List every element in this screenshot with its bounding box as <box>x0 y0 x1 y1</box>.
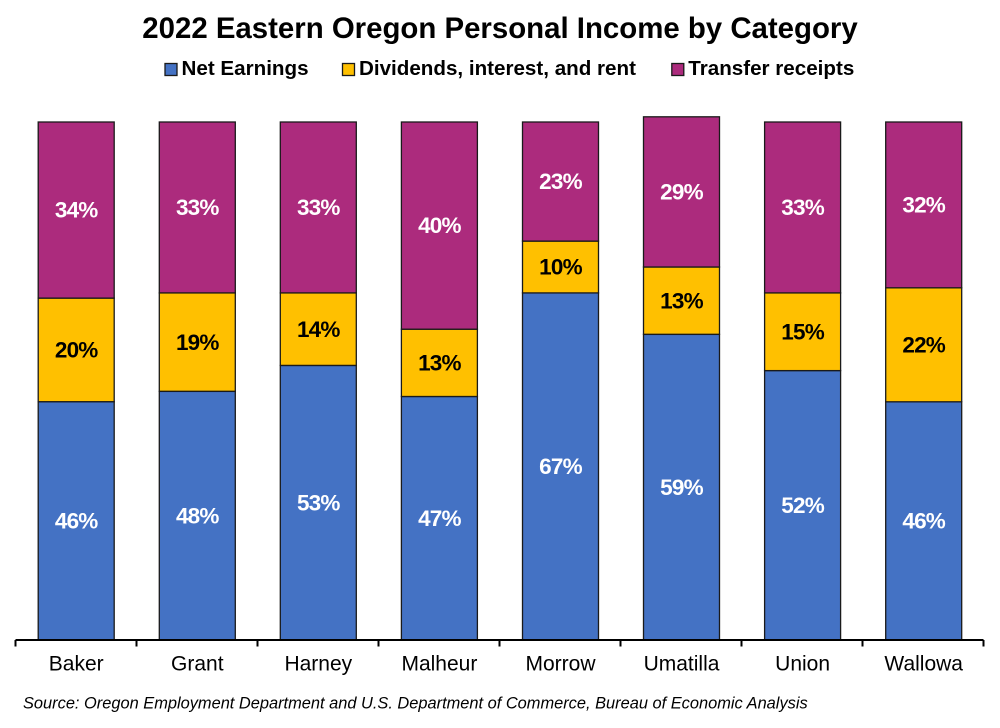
svg-text:Dividends, interest, and rent: Dividends, interest, and rent <box>359 57 636 80</box>
svg-text:29%: 29% <box>660 180 703 205</box>
svg-text:Wallowa: Wallowa <box>884 653 963 676</box>
svg-text:Net Earnings: Net Earnings <box>182 57 309 80</box>
svg-text:Union: Union <box>775 653 830 676</box>
svg-text:52%: 52% <box>781 493 824 518</box>
svg-text:40%: 40% <box>418 213 461 238</box>
svg-text:46%: 46% <box>55 509 98 534</box>
svg-text:20%: 20% <box>55 338 98 363</box>
svg-text:Transfer receipts: Transfer receipts <box>688 57 854 80</box>
svg-text:Source: Oregon Employment Depa: Source: Oregon Employment Department and… <box>23 695 808 713</box>
svg-text:33%: 33% <box>781 195 824 220</box>
svg-text:48%: 48% <box>176 503 219 528</box>
svg-text:22%: 22% <box>902 332 945 357</box>
svg-text:47%: 47% <box>418 506 461 531</box>
svg-text:Umatilla: Umatilla <box>644 653 720 676</box>
svg-text:Baker: Baker <box>49 653 104 676</box>
svg-text:2022 Eastern Oregon Personal I: 2022 Eastern Oregon Personal Income by C… <box>142 12 858 45</box>
svg-text:23%: 23% <box>539 169 582 194</box>
svg-text:Harney: Harney <box>284 653 352 676</box>
svg-text:Malheur: Malheur <box>401 653 477 676</box>
svg-text:10%: 10% <box>539 255 582 280</box>
svg-text:32%: 32% <box>902 193 945 218</box>
svg-text:Morrow: Morrow <box>525 653 596 676</box>
svg-text:33%: 33% <box>176 195 219 220</box>
svg-text:Grant: Grant <box>171 653 224 676</box>
svg-text:34%: 34% <box>55 198 98 223</box>
svg-text:59%: 59% <box>660 475 703 500</box>
svg-text:53%: 53% <box>297 490 340 515</box>
svg-text:15%: 15% <box>781 319 824 344</box>
svg-text:33%: 33% <box>297 195 340 220</box>
svg-text:46%: 46% <box>902 509 945 534</box>
svg-text:67%: 67% <box>539 454 582 479</box>
svg-text:19%: 19% <box>176 330 219 355</box>
svg-text:13%: 13% <box>418 351 461 376</box>
svg-text:14%: 14% <box>297 317 340 342</box>
svg-text:13%: 13% <box>660 288 703 313</box>
